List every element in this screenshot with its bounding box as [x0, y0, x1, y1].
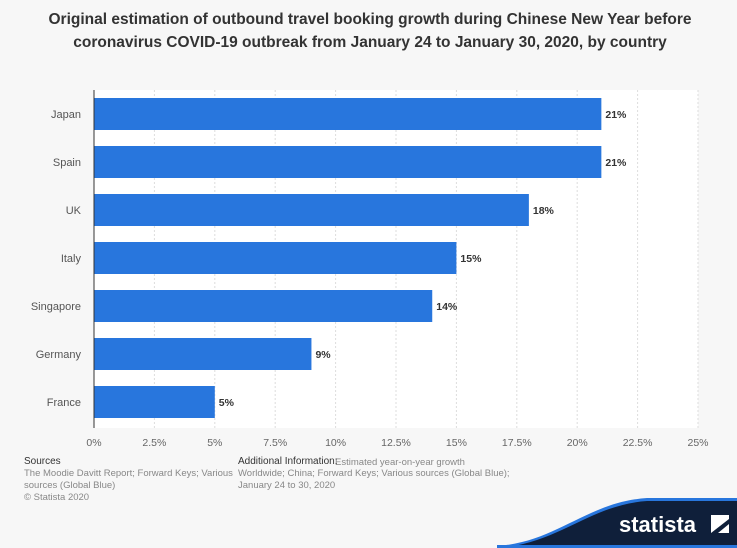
svg-text:statista: statista	[619, 512, 697, 537]
data-label: 5%	[219, 397, 235, 409]
x-tick-label: 0%	[86, 437, 101, 449]
x-tick-label: 5%	[207, 437, 222, 449]
x-tick-label: 17.5%	[502, 437, 532, 449]
bar	[94, 242, 457, 274]
bar	[94, 98, 602, 130]
bar	[94, 338, 312, 370]
chart-title: Original estimation of outbound travel b…	[48, 11, 692, 51]
data-label: 9%	[315, 349, 331, 361]
x-tick-label: 12.5%	[381, 437, 411, 449]
info-text: January 24 to 30, 2020	[238, 480, 336, 491]
copyright: © Statista 2020	[24, 492, 90, 503]
data-label: 21%	[605, 109, 627, 121]
y-tick-label: Singapore	[31, 301, 81, 313]
data-label: 15%	[460, 253, 482, 265]
bar	[94, 194, 529, 226]
info-title: Additional Information:	[238, 456, 338, 467]
data-label: 21%	[605, 157, 627, 169]
sources-text: The Moodie Davitt Report; Forward Keys; …	[24, 468, 233, 479]
x-tick-label: 2.5%	[142, 437, 166, 449]
bar	[94, 386, 215, 418]
y-tick-label: UK	[66, 205, 82, 217]
x-axis-label: Estimated year-on-year growth	[335, 457, 465, 468]
data-label: 14%	[436, 301, 458, 313]
x-tick-label: 7.5%	[263, 437, 287, 449]
data-label: 18%	[533, 205, 555, 217]
x-tick-label: 22.5%	[623, 437, 653, 449]
info-text: Worldwide; China; Forward Keys; Various …	[238, 468, 510, 479]
bar	[94, 290, 433, 322]
additional-info: Additional Information: Worldwide; China…	[238, 456, 510, 492]
sources-text: sources (Global Blue)	[24, 480, 116, 491]
y-tick-label: France	[47, 397, 81, 409]
bar	[94, 146, 602, 178]
y-tick-label: Italy	[61, 253, 82, 265]
x-tick-label: 25%	[687, 437, 708, 449]
sources-title: Sources	[24, 456, 61, 467]
y-tick-label: Germany	[36, 349, 82, 361]
sources: Sources The Moodie Davitt Report; Forwar…	[24, 456, 233, 504]
x-tick-label: 10%	[325, 437, 346, 449]
y-tick-label: Japan	[51, 109, 81, 121]
statista-logo: statista	[497, 498, 737, 548]
x-tick-label: 15%	[446, 437, 467, 449]
y-tick-label: Spain	[53, 157, 81, 169]
x-tick-label: 20%	[567, 437, 588, 449]
